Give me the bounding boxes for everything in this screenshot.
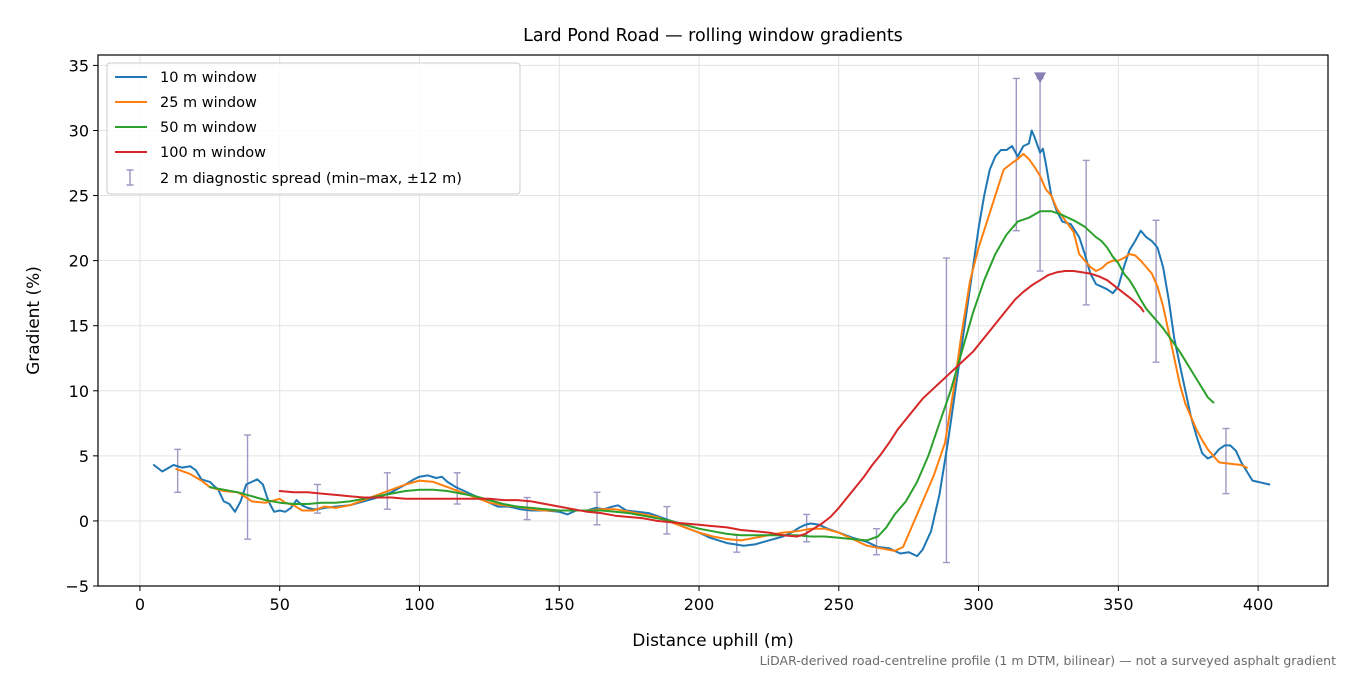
footnote: LiDAR-derived road-centreline profile (1…	[760, 653, 1336, 668]
legend-label-100m: 100 m window	[160, 145, 266, 161]
y-tick-label: 0	[79, 512, 89, 531]
errorbar	[1222, 427, 1230, 495]
legend-label-errorbar: 2 m diagnostic spread (min–max, ±12 m)	[160, 171, 462, 187]
x-tick-label: 350	[1103, 595, 1134, 614]
peak-marker	[1034, 72, 1047, 84]
x-tick-label: 250	[824, 595, 855, 614]
x-tick-label: 0	[135, 595, 145, 614]
legend-label-25m: 25 m window	[160, 95, 257, 111]
chart-title: Lard Pond Road — rolling window gradient…	[523, 26, 903, 46]
errorbar	[244, 434, 252, 540]
errorbar	[1082, 159, 1090, 306]
series-line-100m	[278, 270, 1145, 538]
y-tick-label: 20	[69, 252, 89, 271]
errorbar	[942, 257, 950, 564]
y-tick-label: −5	[65, 577, 89, 596]
x-tick-label: 300	[963, 595, 994, 614]
axis-ticks: 0 50 100 150 200 250 300 350 400 −5 0 5 10 15 20 25 30 35	[65, 56, 1273, 614]
x-tick-label: 200	[684, 595, 715, 614]
errorbar	[1152, 219, 1160, 363]
x-tick-label: 50	[270, 595, 290, 614]
y-tick-label: 15	[69, 317, 89, 336]
legend-frame	[106, 62, 521, 195]
x-axis-label: Distance uphill (m)	[632, 631, 793, 651]
legend-label-50m: 50 m window	[160, 120, 257, 136]
y-tick-label: 5	[79, 447, 89, 466]
x-tick-label: 100	[404, 595, 435, 614]
y-tick-label: 10	[69, 382, 89, 401]
y-tick-label: 35	[69, 56, 89, 75]
errorbar	[174, 448, 182, 493]
legend-errorbar-symbol	[126, 169, 134, 186]
x-tick-label: 150	[544, 595, 575, 614]
y-tick-label: 25	[69, 187, 89, 206]
x-tick-label: 400	[1243, 595, 1274, 614]
legend: 10 m window 25 m window 50 m window 100 …	[106, 62, 521, 195]
series-line-50m	[208, 210, 1215, 542]
axes-frame	[97, 54, 1329, 587]
series-line-25m	[175, 152, 1248, 552]
errorbar	[803, 513, 811, 543]
legend-label-10m: 10 m window	[160, 70, 257, 86]
errorbar	[873, 528, 881, 556]
series-line-10m	[152, 129, 1271, 558]
y-tick-label: 30	[69, 121, 89, 140]
plot-area	[152, 72, 1271, 564]
y-axis-label: Gradient (%)	[24, 266, 44, 375]
